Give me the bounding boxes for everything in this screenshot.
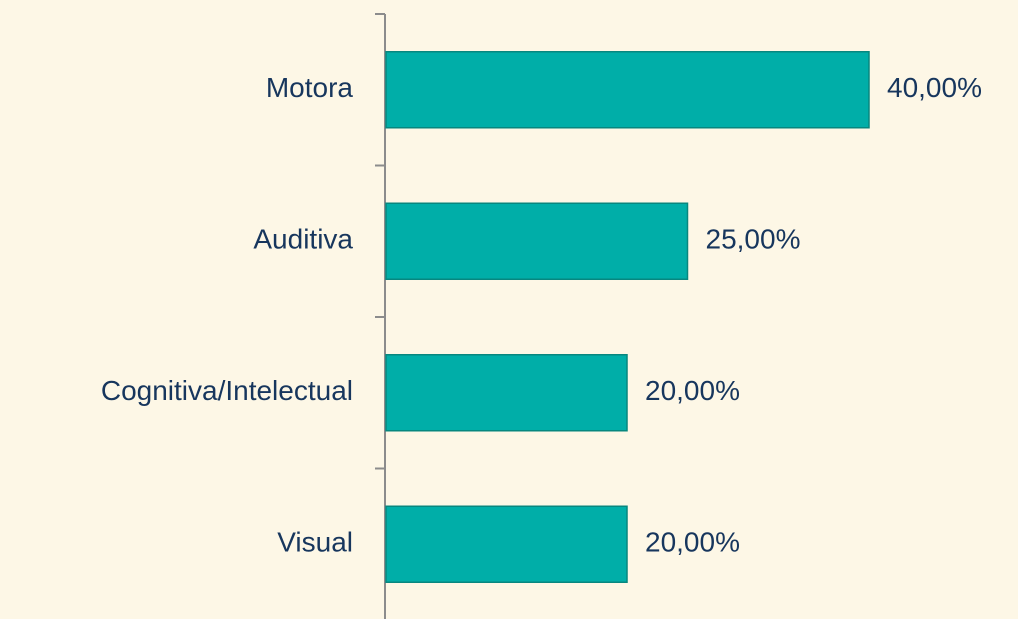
value-label: 25,00% xyxy=(706,224,801,255)
y-tick-label: Cognitiva/Intelectual xyxy=(101,375,353,406)
bar xyxy=(385,505,628,583)
bar xyxy=(385,51,870,129)
value-label: 20,00% xyxy=(645,527,740,558)
value-label: 40,00% xyxy=(887,72,982,103)
bar xyxy=(385,354,628,432)
value-label: 20,00% xyxy=(645,375,740,406)
bar xyxy=(385,202,689,280)
y-tick-label: Visual xyxy=(277,527,353,558)
y-tick-label: Auditiva xyxy=(253,224,353,255)
y-tick-label: Motora xyxy=(266,72,354,103)
